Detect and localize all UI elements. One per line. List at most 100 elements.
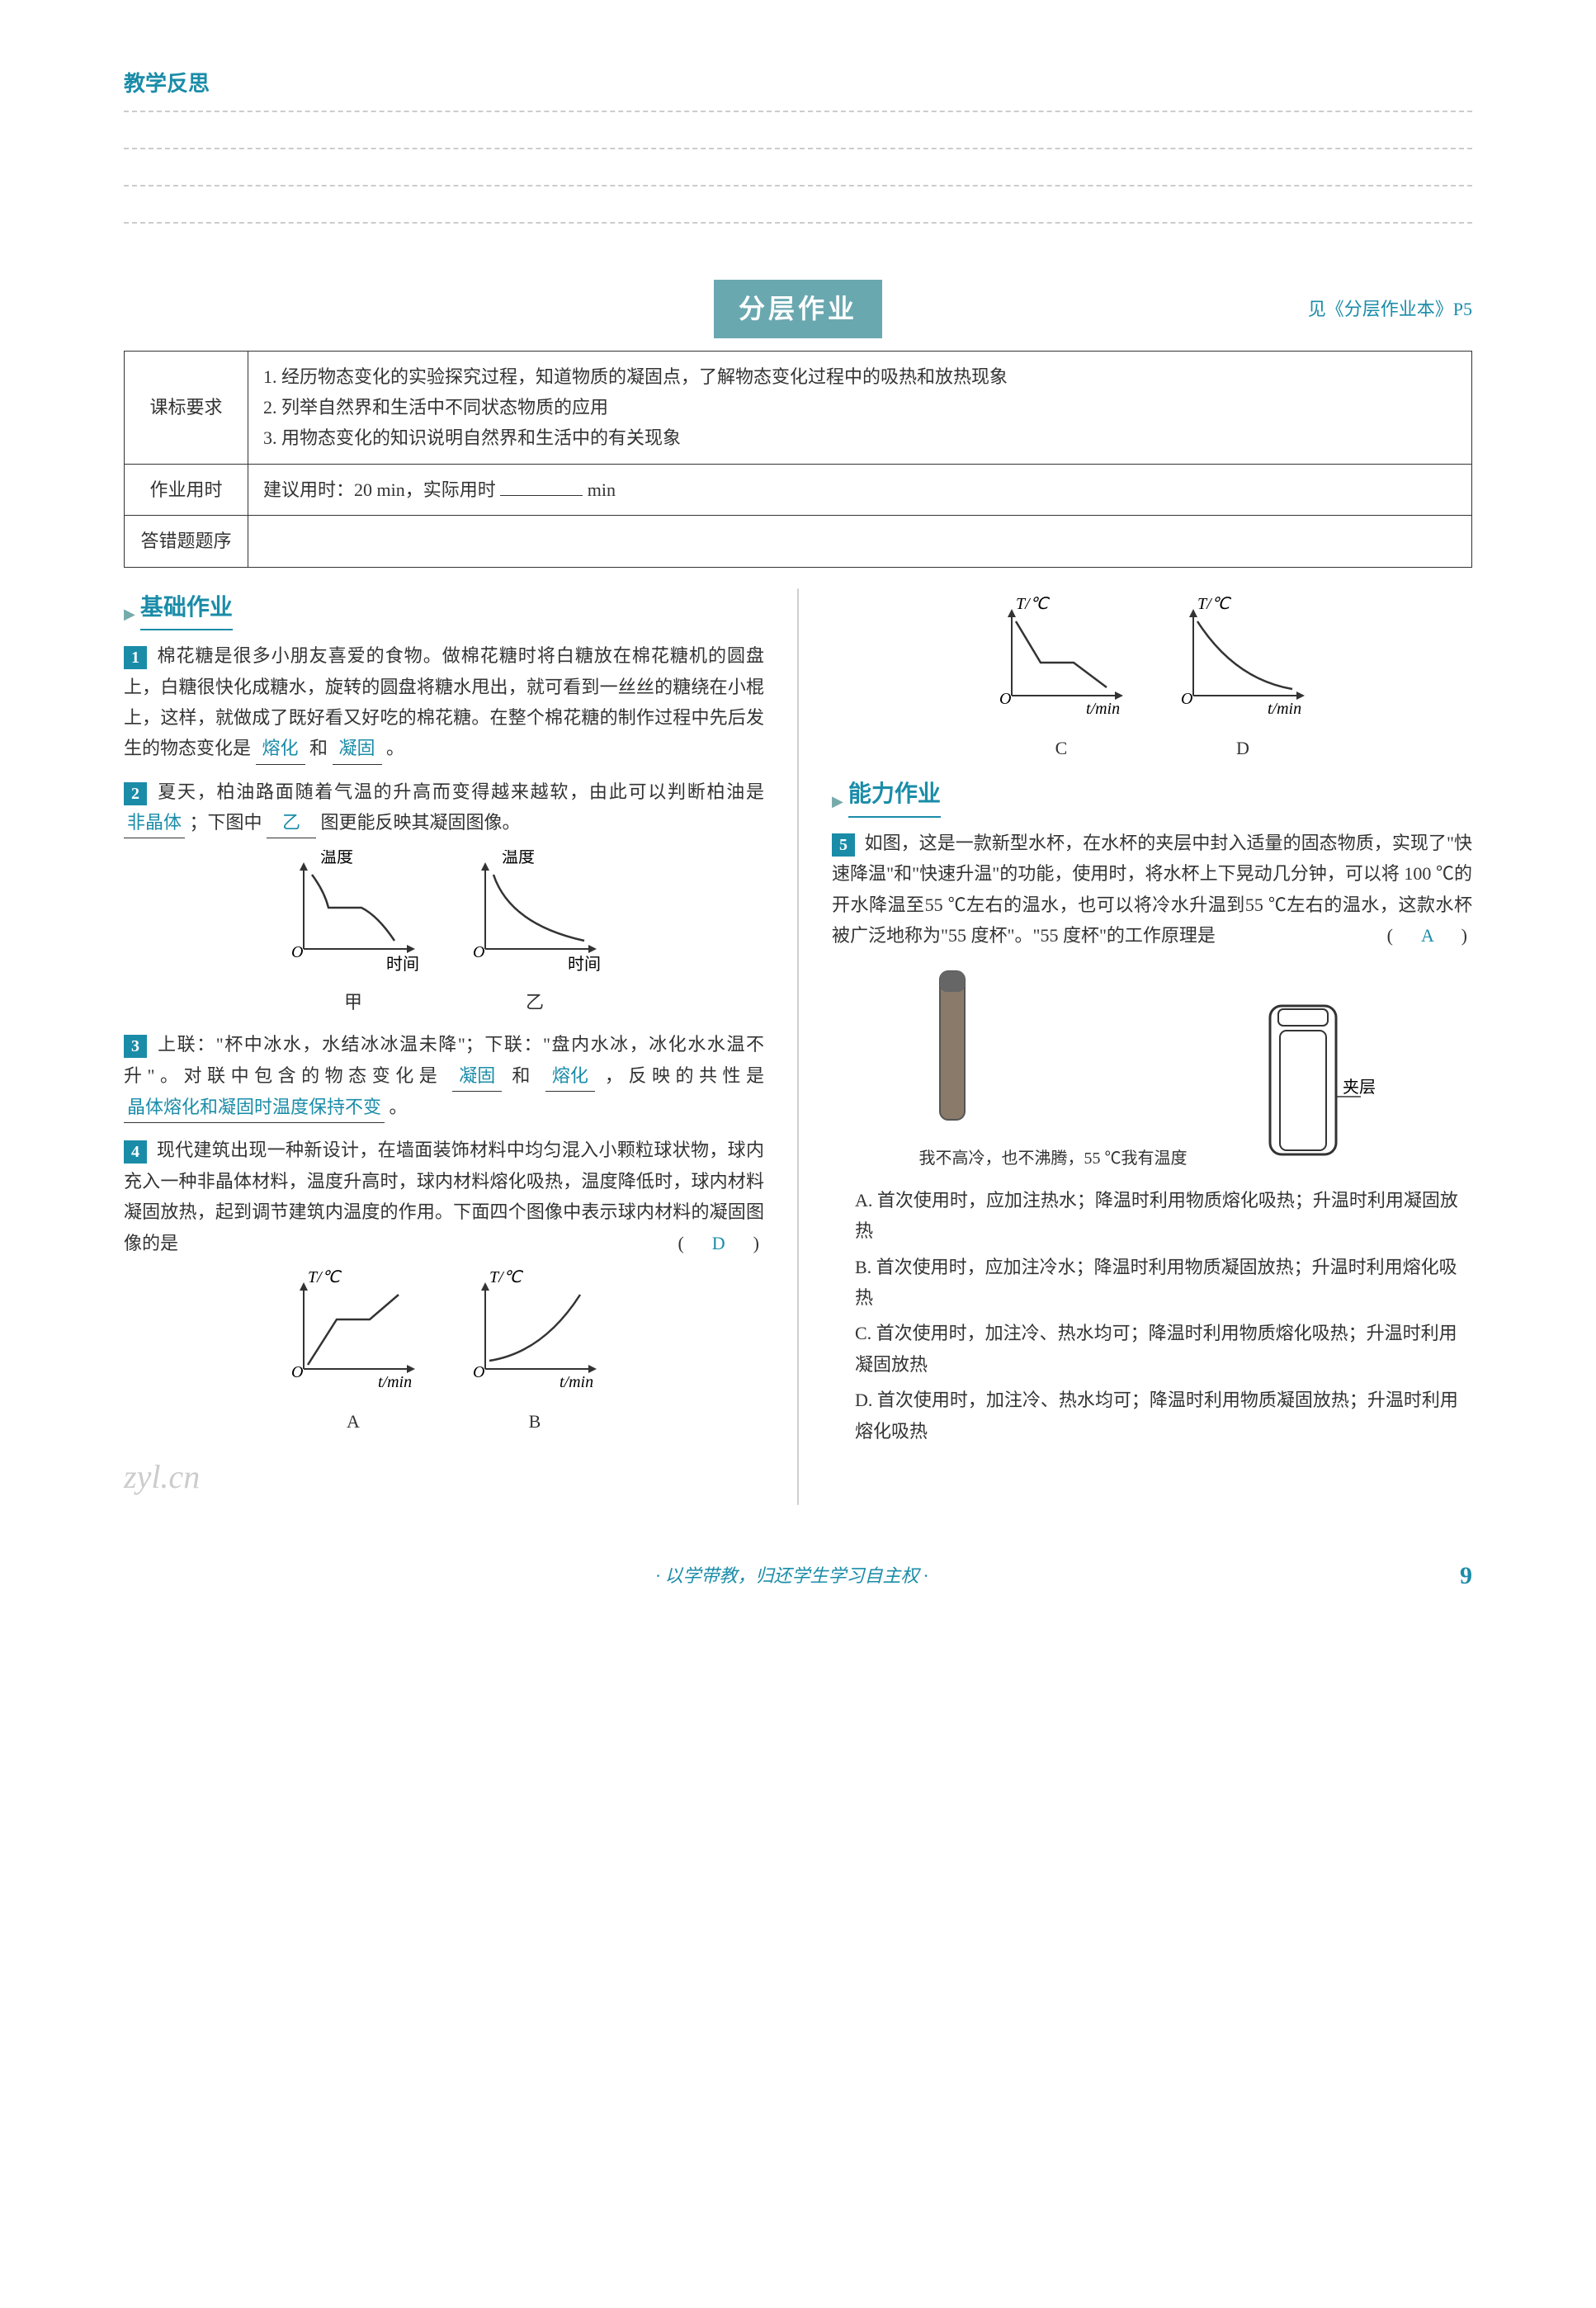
chart-label-d: D xyxy=(1169,733,1317,763)
q4-num: 4 xyxy=(124,1140,147,1163)
origin-label: O xyxy=(291,943,303,961)
q1-blank-b[interactable]: 凝固 xyxy=(333,733,382,764)
dashed-line xyxy=(124,185,1472,218)
layer-title: 分层作业 xyxy=(714,280,882,337)
opt-d[interactable]: D. 首次使用时，加注冷、热水均可；降温时利用物质凝固放热；升温时利用熔化吸热 xyxy=(855,1385,1472,1447)
watermark: zyl.cn xyxy=(124,1449,764,1505)
error-label: 答错题题序 xyxy=(125,516,248,567)
standards-label: 课标要求 xyxy=(125,351,248,464)
axis-x-label: t/min xyxy=(378,1373,412,1391)
time-prefix: 建议用时：20 min，实际用时 xyxy=(263,479,496,500)
left-column: ▶ 基础作业 1 棉花糖是很多小朋友喜爱的食物。做棉花糖时将白糖放在棉花糖机的圆… xyxy=(124,588,764,1505)
q2-blank-a[interactable]: 非晶体 xyxy=(124,807,185,838)
q2-text-c: 图更能反映其凝固图像。 xyxy=(321,812,521,833)
basic-header: 基础作业 xyxy=(140,588,233,631)
q2-chart-jia: 温度 时间 O 甲 xyxy=(279,850,427,1017)
q4-chart-a: T/℃ t/min O A xyxy=(279,1270,427,1437)
ability-header-wrap: ▶ 能力作业 xyxy=(832,775,941,828)
standards-table: 课标要求 1. 经历物态变化的实验探究过程，知道物质的凝固点，了解物态变化过程中… xyxy=(124,351,1472,568)
q1-blank-a[interactable]: 熔化 xyxy=(256,733,305,764)
column-divider xyxy=(797,588,799,1505)
q4-chart-d: T/℃ t/min O D xyxy=(1169,597,1317,764)
question-4: 4 现代建筑出现一种新设计，在墙面装饰材料中均匀混入小颗粒球状物，球内充入一种非… xyxy=(124,1135,764,1258)
cup-closed-svg xyxy=(919,963,985,1128)
q5-options: A. 首次使用时，应加注热水；降温时利用物质熔化吸热；升温时利用凝固放热 B. … xyxy=(855,1185,1472,1447)
axis-y-label: T/℃ xyxy=(489,1270,524,1286)
chart-jia-svg: 温度 时间 O xyxy=(279,850,427,974)
chart-c-svg: T/℃ t/min O xyxy=(987,597,1136,720)
footer-motto: · 以学带教，归还学生学习自主权 · xyxy=(655,1560,928,1591)
chart-yi-svg: 温度 时间 O xyxy=(460,850,609,974)
std-item: 2. 列举自然界和生活中不同状态物质的应用 xyxy=(263,392,1457,422)
axis-x-label: t/min xyxy=(560,1373,593,1391)
q3-mid: 和 xyxy=(512,1065,536,1086)
dashed-line xyxy=(124,222,1472,255)
time-blank[interactable] xyxy=(500,495,583,496)
axis-y-label: T/℃ xyxy=(308,1270,342,1286)
origin-label: O xyxy=(473,943,484,961)
time-label: 作业用时 xyxy=(125,464,248,515)
question-2: 2 夏天，柏油路面随着气温的升高而变得越来越软，由此可以判断柏油是 非晶体 ；下… xyxy=(124,776,764,839)
dashed-line xyxy=(124,111,1472,144)
chart-label-b: B xyxy=(460,1406,609,1437)
opt-c[interactable]: C. 首次使用时，加注冷、热水均可；降温时利用物质熔化吸热；升温时利用凝固放热 xyxy=(855,1318,1472,1380)
reflection-title: 教学反思 xyxy=(124,66,1472,102)
origin-label: O xyxy=(999,690,1011,708)
chart-b-svg: T/℃ t/min O xyxy=(460,1270,609,1394)
chart-label-jia: 甲 xyxy=(279,987,427,1017)
q4-answer: D xyxy=(712,1233,730,1253)
page-number: 9 xyxy=(1460,1555,1472,1597)
ability-header: 能力作业 xyxy=(848,775,941,818)
axis-x-label: t/min xyxy=(1268,700,1301,718)
question-3: 3 上联："杯中冰水，水结冰冰温未降"；下联："盘内水冰，冰化水水温不升"。对联… xyxy=(124,1029,764,1123)
page-footer: · 以学带教，归还学生学习自主权 · 9 xyxy=(124,1555,1472,1597)
axis-y-label: T/℃ xyxy=(1016,597,1051,613)
axis-y-label: T/℃ xyxy=(1197,597,1232,613)
question-5: 5 如图，这是一款新型水杯，在水杯的夹层中封入适量的固态物质，实现了"快速降温"… xyxy=(832,828,1472,951)
q4-chart-c: T/℃ t/min O C xyxy=(987,597,1136,764)
q4-chart-b: T/℃ t/min O B xyxy=(460,1270,609,1437)
q3-text-b: ，反映的共性是 xyxy=(605,1065,764,1086)
q1-text: 棉花糖是很多小朋友喜爱的食物。做棉花糖时将白糖放在棉花糖机的圆盘上，白糖很快化成… xyxy=(124,645,764,758)
reference-note: 见《分层作业本》P5 xyxy=(1308,294,1472,324)
q2-text-a: 夏天，柏油路面随着气温的升高而变得越来越软，由此可以判断柏油是 xyxy=(158,781,764,802)
dashed-line xyxy=(124,148,1472,181)
layer-label: 夹层 xyxy=(1343,1078,1376,1097)
basic-header-wrap: ▶ 基础作业 xyxy=(124,588,233,641)
two-column-layout: ▶ 基础作业 1 棉花糖是很多小朋友喜爱的食物。做棉花糖时将白糖放在棉花糖机的圆… xyxy=(124,588,1472,1505)
q3-tail: 。 xyxy=(390,1097,408,1117)
opt-b[interactable]: B. 首次使用时，应加注冷水；降温时利用物质凝固放热；升温时利用熔化吸热 xyxy=(855,1252,1472,1314)
q2-num: 2 xyxy=(124,782,147,805)
error-cell[interactable] xyxy=(248,516,1472,567)
q2-charts: 温度 时间 O 甲 温度 时间 O 乙 xyxy=(124,850,764,1017)
time-suffix: min xyxy=(588,479,616,500)
time-text: 建议用时：20 min，实际用时 min xyxy=(248,464,1472,515)
q5-answer: A xyxy=(1421,925,1438,946)
q1-num: 1 xyxy=(124,646,147,669)
q1-mid: 和 xyxy=(309,738,328,758)
axis-x-label: t/min xyxy=(1086,700,1120,718)
chart-a-svg: T/℃ t/min O xyxy=(279,1270,427,1394)
q3-blank-c[interactable]: 晶体熔化和凝固时温度保持不变 xyxy=(124,1092,385,1123)
std-item: 3. 用物态变化的知识说明自然界和生活中的有关现象 xyxy=(263,422,1457,453)
q2-blank-b[interactable]: 乙 xyxy=(267,807,316,838)
q5-answer-paren: ( A ) xyxy=(1387,920,1472,951)
q3-blank-b[interactable]: 熔化 xyxy=(545,1060,595,1092)
q5-text: 如图，这是一款新型水杯，在水杯的夹层中封入适量的固态物质，实现了"快速降温"和"… xyxy=(832,833,1472,946)
axis-y-label: 温度 xyxy=(320,850,353,866)
right-column: T/℃ t/min O C T/℃ t/min O D xyxy=(832,588,1472,1505)
q3-blank-a[interactable]: 凝固 xyxy=(452,1060,502,1092)
cup-figure: 我不高冷，也不沸腾，55 ℃我有温度 夹层 xyxy=(832,963,1472,1172)
q5-num: 5 xyxy=(832,833,855,857)
q4-answer-paren: ( D ) xyxy=(678,1228,764,1258)
std-item: 1. 经历物态变化的实验探究过程，知道物质的凝固点，了解物态变化过程中的吸热和放… xyxy=(263,361,1457,392)
cup-open-svg: 夹层 xyxy=(1254,998,1386,1163)
chart-label-c: C xyxy=(987,733,1136,763)
chart-label-a: A xyxy=(279,1406,427,1437)
opt-a[interactable]: A. 首次使用时，应加注热水；降温时利用物质熔化吸热；升温时利用凝固放热 xyxy=(855,1185,1472,1247)
chart-d-svg: T/℃ t/min O xyxy=(1169,597,1317,720)
q1-tail: 。 xyxy=(386,738,404,758)
axis-x-label: 时间 xyxy=(568,955,601,974)
origin-label: O xyxy=(291,1363,303,1381)
section-banner-row: 分层作业 见《分层作业本》P5 xyxy=(124,280,1472,337)
